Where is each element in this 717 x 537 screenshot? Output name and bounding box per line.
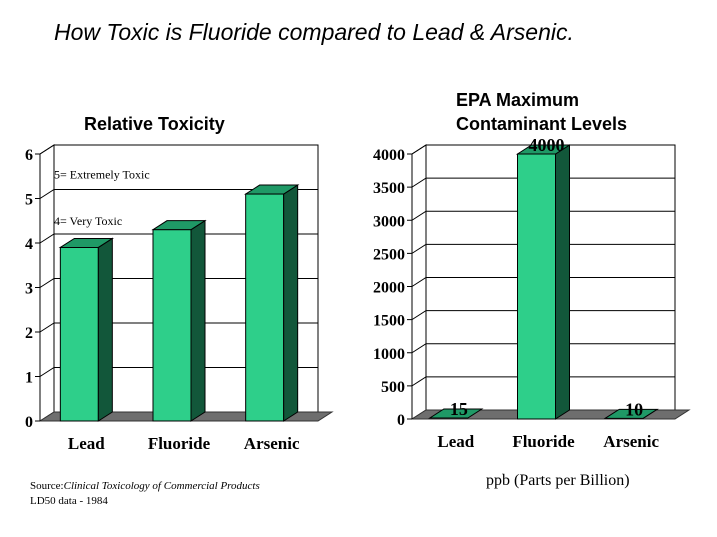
gridline <box>411 310 675 321</box>
source-title: Clinical Toxicology of Commercial Produc… <box>63 480 260 492</box>
bar-front-fluoride <box>517 153 556 420</box>
data-label: 10 <box>625 399 643 419</box>
y-tick-label: 4 <box>25 236 33 253</box>
y-tick-label: 2 <box>25 325 33 342</box>
y-tick-label: 3500 <box>373 180 405 197</box>
gridline <box>411 376 675 387</box>
bar-side-fluoride <box>555 144 570 420</box>
y-tick-label: 3 <box>25 281 33 298</box>
source-suffix: LD50 data - 1984 <box>30 495 108 507</box>
y-tick-label: 0 <box>397 412 405 429</box>
y-tick-label: 3000 <box>373 213 405 230</box>
y-tick-label: 2000 <box>373 280 405 297</box>
y-tick-label: 500 <box>381 379 405 396</box>
source-prefix: Source: <box>30 480 64 492</box>
data-label: 15 <box>450 399 468 419</box>
gridline <box>411 343 675 354</box>
annotation: 5= Extremely Toxic <box>54 167 150 181</box>
gridline <box>411 144 675 155</box>
y-tick-label: 0 <box>25 414 33 431</box>
chart-title-relative-toxicity: Relative Toxicity <box>84 114 225 134</box>
gridline <box>39 278 318 288</box>
gridline <box>39 367 318 377</box>
gridline <box>411 243 675 254</box>
bar-top-arsenic <box>603 408 659 419</box>
y-tick-label: 4000 <box>373 147 405 164</box>
unit-note: ppb (Parts per Billion) <box>486 472 630 489</box>
bar-top-fluoride <box>515 144 572 155</box>
annotation: 4= Very Toxic <box>54 214 122 228</box>
gridline <box>39 144 318 155</box>
bar-front-fluoride <box>152 229 192 422</box>
x-tick-label: Fluoride <box>512 432 575 451</box>
x-tick-label: Fluoride <box>148 434 211 453</box>
x-tick-label: Arsenic <box>244 434 300 453</box>
gridline <box>411 277 675 287</box>
y-tick-label: 1000 <box>373 346 405 363</box>
x-tick-label: Lead <box>437 432 474 451</box>
gridline <box>39 233 318 244</box>
y-tick-label: 2500 <box>373 246 405 263</box>
gridline <box>411 210 675 221</box>
chart-title-epa-levels: EPA Maximum Contaminant Levels <box>456 90 628 134</box>
y-tick-label: 1 <box>25 370 33 387</box>
x-tick-label: Arsenic <box>603 432 659 451</box>
source-citation: Source:Clinical Toxicology of Commercial… <box>30 479 270 509</box>
data-label: 4000 <box>529 135 565 155</box>
y-tick-label: 1500 <box>373 313 405 330</box>
gridline <box>39 189 318 199</box>
y-tick-label: 5 <box>25 192 33 209</box>
bar-top-fluoride <box>151 220 207 231</box>
slide-title: How Toxic is Fluoride compared to Lead &… <box>54 19 574 45</box>
gridline <box>411 177 675 188</box>
y-tick-label: 6 <box>25 147 33 164</box>
gridline <box>39 322 318 333</box>
x-tick-label: Lead <box>68 434 105 453</box>
bar-top-arsenic <box>243 184 300 195</box>
bar-top-lead <box>58 237 115 248</box>
bar-top-lead <box>428 408 484 419</box>
